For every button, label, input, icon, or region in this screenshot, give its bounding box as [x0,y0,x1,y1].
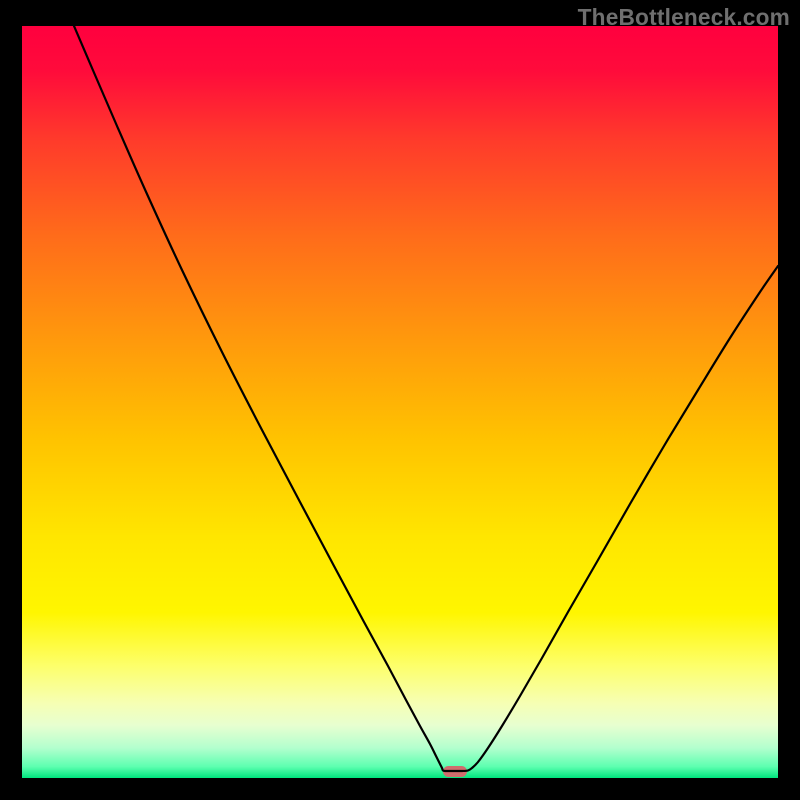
optimum-marker [443,766,467,777]
plot-area [22,26,778,778]
gradient-background [22,26,778,778]
chart-frame: TheBottleneck.com [0,0,800,800]
